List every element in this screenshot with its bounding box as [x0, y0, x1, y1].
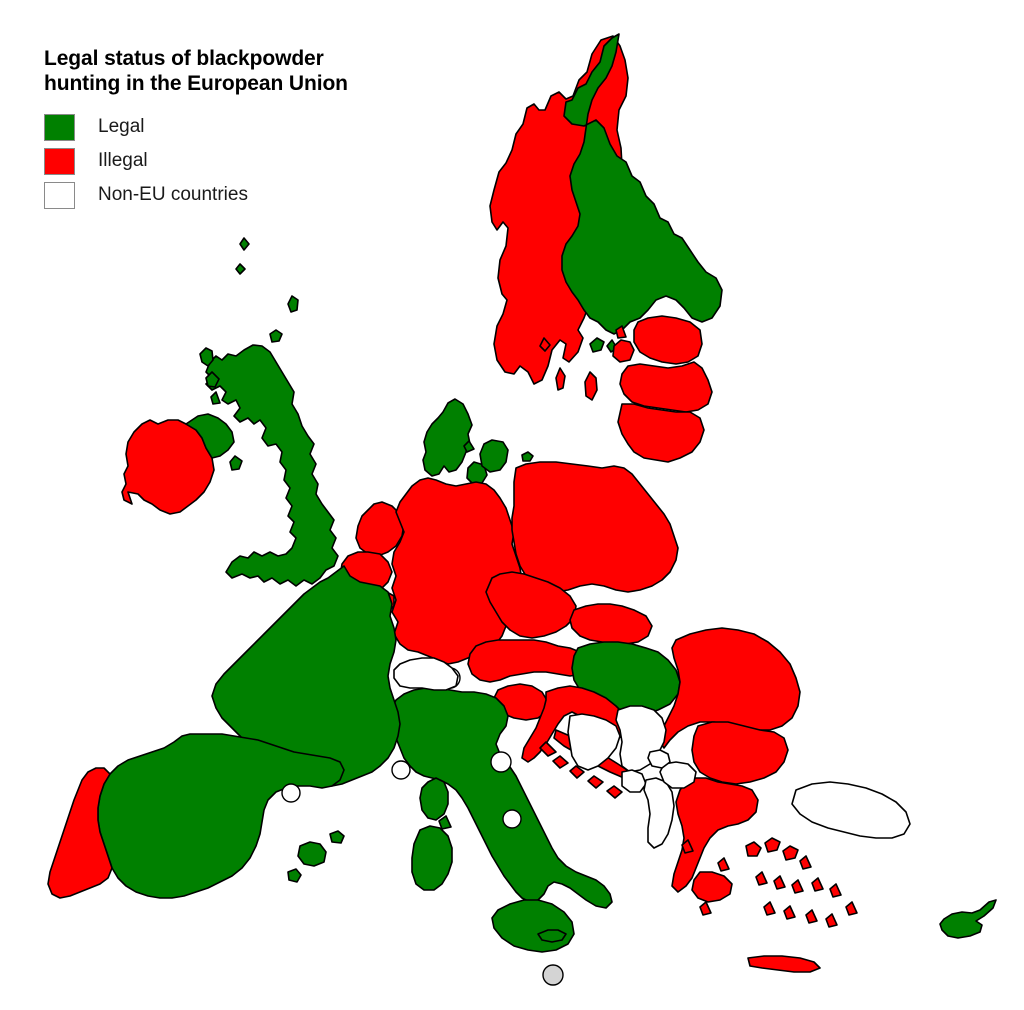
region-lithuania[interactable]	[617, 403, 705, 463]
legend-swatch-legal	[44, 113, 75, 141]
marker-andorra[interactable]	[281, 783, 301, 803]
region-czech-republic[interactable]	[485, 571, 577, 639]
region-uk-hebrides-3[interactable]	[210, 391, 221, 405]
legend-item-legal[interactable]: Legal	[44, 110, 348, 144]
legend-label-illegal: Illegal	[98, 150, 148, 171]
marker-san-marino[interactable]	[490, 751, 512, 773]
region-spain-menorca[interactable]	[329, 830, 345, 844]
region-uk-islet-n2[interactable]	[235, 263, 246, 275]
legend-item-non-eu[interactable]: Non-EU countries	[44, 178, 348, 212]
region-greece-is-6[interactable]	[773, 875, 786, 890]
region-denmark-zealand[interactable]	[479, 439, 509, 473]
region-greece-is-3[interactable]	[782, 845, 799, 861]
marker-monaco[interactable]	[391, 760, 411, 780]
legend-label-non-eu: Non-EU countries	[98, 184, 248, 205]
region-estonia-saaremaa[interactable]	[612, 339, 635, 363]
region-latvia[interactable]	[619, 361, 713, 413]
region-uk-great-britain[interactable]	[205, 344, 339, 587]
region-greece-is-7[interactable]	[791, 879, 804, 894]
region-montenegro[interactable]	[621, 769, 647, 793]
region-greece-is-13[interactable]	[825, 913, 838, 928]
region-greece-crete[interactable]	[747, 955, 821, 973]
region-cyprus[interactable]	[939, 899, 997, 939]
region-finland-aland[interactable]	[589, 337, 605, 353]
region-uk-northern-ireland[interactable]	[185, 413, 235, 459]
region-netherlands[interactable]	[355, 501, 405, 557]
region-uk-islet-n[interactable]	[239, 237, 250, 251]
map-title-line-1: Legal status of blackpowder	[44, 47, 324, 70]
region-greece-mainland[interactable]	[671, 777, 759, 893]
region-france-corsica[interactable]	[419, 777, 449, 821]
region-greece-is-10[interactable]	[763, 901, 776, 916]
region-croatia-island-1[interactable]	[539, 741, 557, 757]
region-bosnia[interactable]	[567, 713, 621, 771]
marker-vatican-city[interactable]	[502, 809, 522, 829]
region-greece-is-4[interactable]	[799, 855, 812, 870]
region-greece-is-2[interactable]	[764, 837, 781, 853]
region-croatia[interactable]	[521, 685, 631, 763]
region-sweden-island-gotland[interactable]	[584, 371, 598, 401]
region-sweden-island-oland[interactable]	[555, 367, 566, 391]
legend-label-legal: Legal	[98, 116, 145, 137]
region-uk-hebrides-1[interactable]	[199, 347, 214, 367]
region-italy-sardinia[interactable]	[411, 825, 453, 891]
region-greece-is-14[interactable]	[845, 901, 858, 916]
map-legend: Legal status of blackpowder hunting in th…	[44, 46, 348, 212]
region-north-macedonia[interactable]	[659, 761, 697, 789]
region-uk-orkney[interactable]	[269, 329, 283, 343]
region-kosovo[interactable]	[647, 749, 671, 769]
region-denmark-islet-1[interactable]	[463, 440, 475, 453]
region-switzerland[interactable]	[393, 657, 459, 691]
region-uk-hebrides-2[interactable]	[205, 371, 220, 388]
legend-swatch-non-eu	[44, 181, 75, 209]
region-ireland[interactable]	[121, 419, 215, 515]
region-greece-is-5[interactable]	[755, 871, 768, 886]
region-finland[interactable]	[561, 33, 723, 335]
region-spain-ibiza[interactable]	[287, 868, 302, 883]
legend-swatch-illegal	[44, 147, 75, 175]
region-portugal[interactable]	[47, 767, 113, 899]
region-greece-is-1[interactable]	[745, 841, 762, 857]
region-uk-isle-of-man[interactable]	[229, 455, 243, 471]
map-title-line-2: hunting in the European Union	[44, 72, 348, 95]
region-greece-is-8[interactable]	[811, 877, 824, 892]
region-croatia-island-2[interactable]	[552, 755, 569, 769]
region-spain-mallorca[interactable]	[297, 841, 327, 867]
region-greece-is-15[interactable]	[717, 857, 730, 872]
region-greece-peloponnese[interactable]	[691, 871, 733, 903]
region-croatia-island-5[interactable]	[606, 785, 623, 799]
region-sweden-island-small[interactable]	[539, 337, 551, 352]
region-uk-shetland[interactable]	[287, 295, 299, 313]
region-greece-is-9[interactable]	[829, 883, 842, 898]
region-greece-is-12[interactable]	[805, 909, 818, 924]
region-croatia-island-4[interactable]	[587, 775, 604, 789]
region-denmark-bornholm[interactable]	[521, 451, 534, 462]
region-estonia-hiiumaa[interactable]	[615, 325, 627, 339]
region-poland[interactable]	[511, 461, 679, 593]
region-turkey[interactable]	[791, 781, 911, 839]
region-greece-is-17[interactable]	[681, 839, 694, 854]
marker-malta[interactable]	[542, 964, 564, 986]
map-title: Legal status of blackpowder hunting in th…	[44, 46, 348, 96]
region-malta[interactable]	[537, 929, 567, 943]
region-bulgaria[interactable]	[691, 721, 789, 785]
legend-item-illegal[interactable]: Illegal	[44, 144, 348, 178]
region-slovakia[interactable]	[569, 603, 653, 645]
region-denmark-jutland[interactable]	[422, 398, 473, 477]
region-greece-is-16[interactable]	[699, 901, 712, 916]
region-estonia[interactable]	[633, 315, 703, 365]
region-greece-is-11[interactable]	[783, 905, 796, 920]
region-germany[interactable]	[391, 477, 523, 665]
region-italy-elba[interactable]	[438, 815, 452, 830]
region-croatia-island-3[interactable]	[569, 765, 585, 779]
